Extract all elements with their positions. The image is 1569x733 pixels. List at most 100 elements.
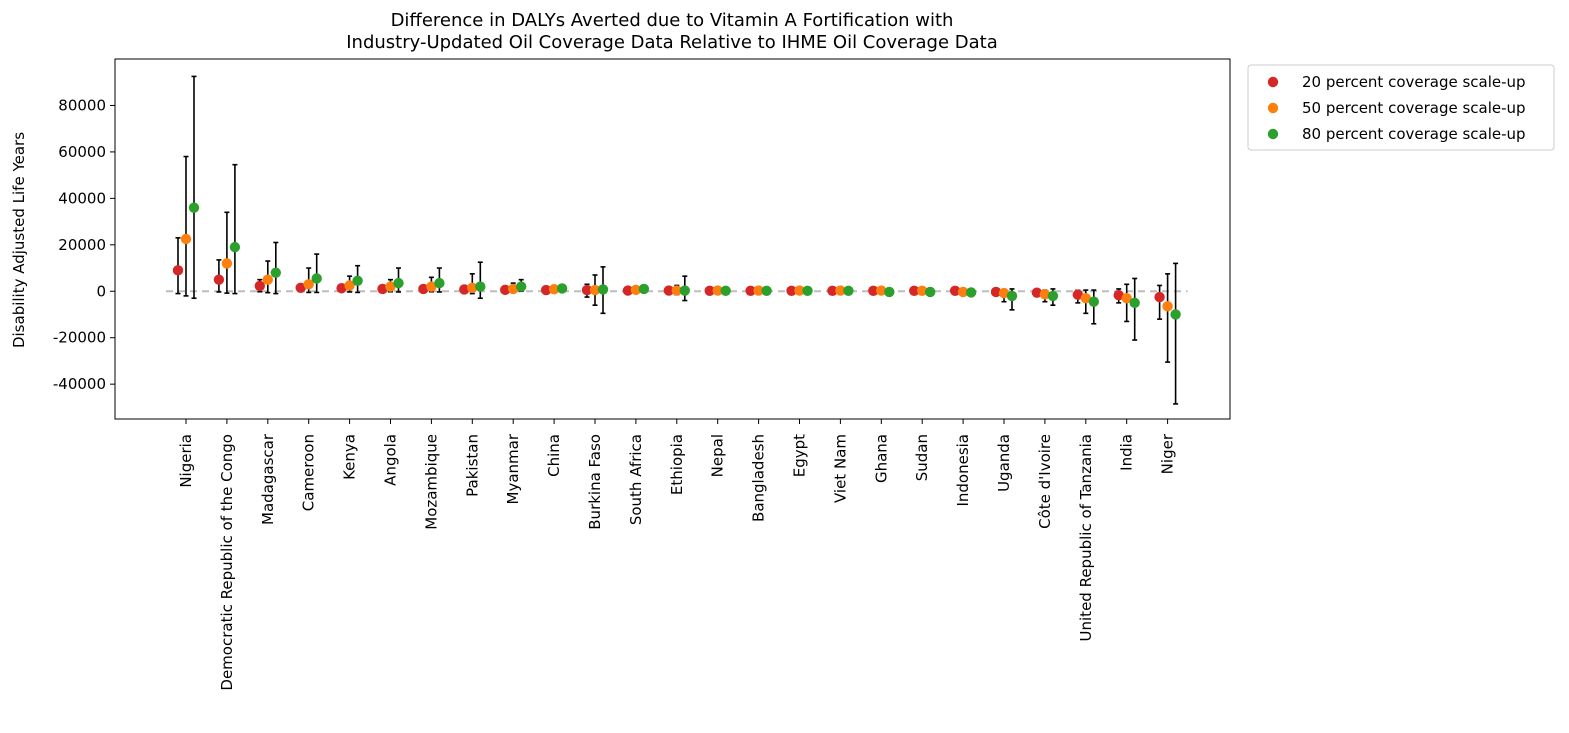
legend-marker <box>1267 128 1279 140</box>
x-tick-label: Egypt <box>791 434 809 477</box>
x-tick-label: Nepal <box>709 434 727 477</box>
data-point <box>548 283 560 295</box>
legend-label: 20 percent coverage scale-up <box>1302 73 1526 91</box>
data-point <box>949 285 961 296</box>
x-tick-label: Burkina Faso <box>586 434 604 530</box>
x-tick-label: Angola <box>382 434 400 486</box>
legend-label: 80 percent coverage scale-up <box>1302 125 1526 143</box>
x-tick-label: Myanmar <box>504 433 522 504</box>
data-point <box>909 285 920 296</box>
data-point <box>1088 296 1100 307</box>
data-point <box>745 285 756 296</box>
data-point <box>761 285 772 296</box>
data-point <box>990 286 1002 298</box>
x-tick-label: Madagascar <box>259 433 277 525</box>
data-point <box>1154 291 1165 303</box>
data-point <box>671 285 682 296</box>
data-point <box>835 285 846 296</box>
data-point <box>965 287 977 298</box>
y-tick-label: 60000 <box>58 143 106 161</box>
data-point <box>868 285 879 296</box>
data-point <box>630 284 642 296</box>
data-point <box>1121 293 1132 304</box>
x-tick-label: Uganda <box>995 434 1013 492</box>
data-point <box>254 280 265 292</box>
x-tick-label: South Africa <box>627 434 645 525</box>
x-tick-label: Nigeria <box>177 434 195 488</box>
data-point <box>352 275 363 287</box>
data-point <box>336 283 347 294</box>
y-tick-label: 40000 <box>58 189 106 207</box>
data-point <box>1047 290 1059 302</box>
data-point <box>213 274 225 285</box>
data-point <box>221 258 233 269</box>
x-tick-label: Bangladesh <box>750 434 768 522</box>
data-point <box>1113 290 1124 301</box>
data-point <box>1162 301 1173 312</box>
data-point <box>262 274 273 285</box>
data-point <box>679 285 690 296</box>
data-point <box>467 282 478 293</box>
data-point <box>957 286 969 298</box>
data-point <box>303 279 314 290</box>
data-point <box>475 281 486 292</box>
data-point <box>622 285 634 296</box>
data-point <box>1080 293 1092 304</box>
data-point <box>385 281 396 292</box>
legend-marker <box>1267 102 1279 114</box>
data-point <box>753 285 764 296</box>
x-tick-label: Democratic Republic of the Congo <box>218 434 236 691</box>
x-tick-label: Pakistan <box>463 434 481 497</box>
data-point <box>418 283 429 295</box>
data-point <box>712 285 723 296</box>
data-point <box>638 283 650 295</box>
data-point <box>344 280 355 291</box>
data-point <box>720 285 731 296</box>
data-point <box>998 287 1010 299</box>
data-point <box>270 267 281 278</box>
y-tick-label: -20000 <box>53 329 106 347</box>
data-point <box>786 285 797 296</box>
data-point <box>704 285 715 296</box>
data-point <box>556 283 568 294</box>
chart-title-line-1: Difference in DALYs Averted due to Vitam… <box>391 10 954 31</box>
data-point <box>1129 297 1140 309</box>
data-point <box>426 281 437 292</box>
y-tick-label: 80000 <box>58 96 106 114</box>
chart-title-line-2: Industry-Updated Oil Coverage Data Relat… <box>346 32 998 53</box>
x-tick-label: Indonesia <box>954 434 972 507</box>
data-point <box>925 286 936 298</box>
x-tick-label: United Republic of Tanzania <box>1077 434 1095 641</box>
data-point <box>802 285 813 296</box>
data-point <box>876 285 887 296</box>
data-point <box>917 285 928 296</box>
y-axis-label: Disability Adjusted Life Years <box>10 132 28 348</box>
x-tick-label: Mozambique <box>422 434 440 530</box>
data-point <box>597 284 609 295</box>
x-tick-label: Sudan <box>913 434 931 481</box>
legend-label: 50 percent coverage scale-up <box>1302 99 1526 117</box>
x-tick-label: Viet Nam <box>831 434 849 503</box>
data-point <box>1072 289 1084 300</box>
plot-area-frame <box>114 58 1231 420</box>
data-point <box>229 241 241 253</box>
data-point <box>188 202 200 213</box>
data-point <box>172 265 184 276</box>
data-point <box>1006 290 1018 302</box>
x-tick-label: Côte d'Ivoire <box>1036 434 1054 529</box>
x-tick-label: Cameroon <box>300 434 318 511</box>
x-tick-label: Ghana <box>872 434 890 483</box>
data-point <box>516 281 527 292</box>
data-point <box>311 273 322 284</box>
data-point <box>180 233 192 245</box>
legend-frame <box>1247 64 1555 151</box>
x-tick-label: Niger <box>1159 433 1177 474</box>
data-point <box>1170 309 1181 320</box>
data-point <box>843 285 854 296</box>
data-point <box>794 285 805 296</box>
y-tick-label: -40000 <box>53 375 106 393</box>
data-point <box>434 277 445 289</box>
legend-marker <box>1267 76 1279 88</box>
data-point <box>827 285 838 296</box>
